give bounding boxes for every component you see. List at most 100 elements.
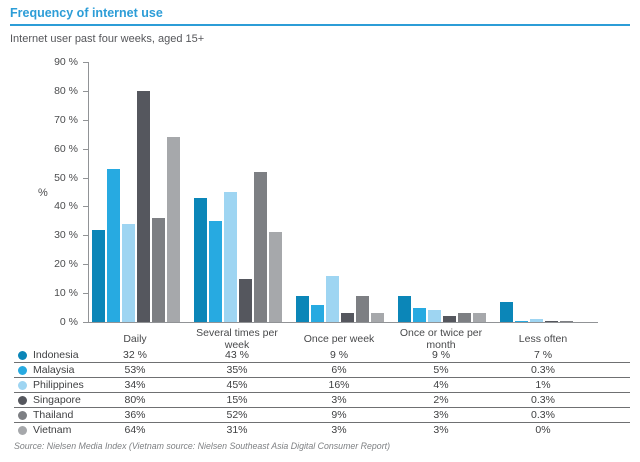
y-tick-mark-50 (83, 177, 88, 179)
value-indonesia-once-or-twice-per-month: 9 % (431, 349, 451, 361)
column-header-once-per-week: Once per week (303, 333, 375, 345)
y-tick-label-90: 90 % (54, 56, 78, 68)
value-thailand-less-often: 0.3% (531, 409, 555, 421)
legend-swatch-malaysia (18, 365, 27, 375)
value-vietnam-several-times-per-week: 31% (226, 424, 248, 436)
value-malaysia-once-or-twice-per-month: 5% (433, 364, 449, 376)
y-tick-mark-20 (83, 264, 88, 266)
country-label-philippines: Philippines (33, 379, 84, 391)
value-vietnam-daily: 64% (124, 424, 146, 436)
bar-philippines-once-per-week (326, 276, 339, 322)
bar-vietnam-daily (167, 137, 180, 322)
country-label-singapore: Singapore (33, 394, 81, 406)
bar-thailand-less-often (560, 321, 573, 322)
value-malaysia-daily: 53% (124, 364, 146, 376)
country-cell-malaysia: Malaysia (14, 364, 84, 376)
y-tick-label-30: 30 % (54, 229, 78, 242)
bar-thailand-several-times-per-week (254, 172, 267, 322)
value-singapore-daily: 80% (124, 394, 146, 406)
value-malaysia-once-per-week: 6% (331, 364, 347, 376)
country-label-thailand: Thailand (33, 409, 74, 421)
value-philippines-daily: 34% (124, 379, 146, 391)
y-tick-mark-80 (83, 90, 88, 92)
y-tick-label-80: 80 % (54, 84, 78, 97)
value-thailand-daily: 36% (124, 409, 146, 421)
bar-indonesia-several-times-per-week (194, 198, 207, 322)
bar-philippines-several-times-per-week (224, 192, 237, 322)
value-singapore-once-or-twice-per-month: 2% (433, 394, 449, 406)
value-vietnam-once-per-week: 3% (331, 424, 347, 436)
country-label-indonesia: Indonesia (33, 349, 79, 361)
bar-indonesia-once-per-week (296, 296, 309, 322)
bar-group-less-often (500, 302, 588, 322)
bar-singapore-daily (137, 91, 150, 322)
bar-philippines-less-often (530, 319, 543, 322)
country-cell-vietnam: Vietnam (14, 424, 84, 436)
table-row-thailand: Thailand 36% 52% 9% 3% 0.3% (14, 408, 630, 423)
value-philippines-several-times-per-week: 45% (226, 379, 248, 391)
legend-data-table: Daily Several times per week Once per week… (14, 327, 630, 437)
table-row-philippines: Philippines 34% 45% 16% 4% 1% (14, 378, 630, 393)
column-header-several-times-per-week: Several times per week (196, 327, 278, 351)
country-cell-philippines: Philippines (14, 379, 84, 391)
table-row-singapore: Singapore 80% 15% 3% 2% 0.3% (14, 393, 630, 408)
y-tick-mark-70 (83, 119, 88, 121)
title-rule (10, 24, 630, 26)
value-singapore-several-times-per-week: 15% (226, 394, 248, 406)
y-tick-mark-90 (83, 62, 88, 63)
page-title: Frequency of internet use (10, 6, 163, 20)
bar-group-once-per-week (296, 276, 384, 322)
bar-thailand-once-or-twice-per-month (458, 313, 471, 322)
legend-swatch-philippines (18, 380, 27, 390)
value-philippines-less-often: 1% (535, 379, 551, 391)
y-tick-label-0: 0 % (59, 316, 78, 328)
value-indonesia-once-per-week: 9 % (329, 349, 349, 361)
bar-malaysia-daily (107, 169, 120, 322)
plot-area (88, 62, 598, 323)
y-tick-mark-40 (83, 206, 88, 208)
country-cell-thailand: Thailand (14, 409, 84, 421)
y-tick-label-40: 40 % (54, 200, 78, 213)
value-malaysia-less-often: 0.3% (531, 364, 555, 376)
value-indonesia-less-often: 7 % (533, 349, 553, 361)
value-thailand-once-per-week: 9% (331, 409, 347, 421)
table-row-vietnam: Vietnam 64% 31% 3% 3% 0% (14, 423, 630, 437)
bar-malaysia-several-times-per-week (209, 221, 222, 322)
legend-swatch-indonesia (18, 350, 27, 360)
y-tick-mark-0 (83, 322, 88, 323)
bar-indonesia-once-or-twice-per-month (398, 296, 411, 322)
bar-group-once-or-twice-per-month (398, 296, 486, 322)
bar-philippines-once-or-twice-per-month (428, 310, 441, 322)
country-cell-indonesia: Indonesia (14, 349, 84, 361)
legend-swatch-vietnam (18, 425, 27, 435)
y-tick-label-20: 20 % (54, 258, 78, 271)
legend-swatch-thailand (18, 410, 27, 420)
bar-singapore-several-times-per-week (239, 279, 252, 322)
bar-singapore-once-per-week (341, 313, 354, 322)
value-malaysia-several-times-per-week: 35% (226, 364, 248, 376)
bar-group-several-times-per-week (194, 172, 282, 322)
value-indonesia-daily: 32 % (123, 349, 147, 361)
bar-malaysia-once-or-twice-per-month (413, 308, 426, 322)
country-label-malaysia: Malaysia (33, 364, 75, 376)
legend-swatch-singapore (18, 395, 27, 405)
column-header-daily: Daily (123, 333, 147, 345)
value-vietnam-less-often: 0% (535, 424, 551, 436)
bar-philippines-daily (122, 224, 135, 322)
value-singapore-less-often: 0.3% (531, 394, 555, 406)
column-header-less-often: Less often (518, 333, 568, 345)
bar-indonesia-daily (92, 230, 105, 322)
bar-thailand-daily (152, 218, 165, 322)
bar-singapore-less-often (545, 321, 558, 322)
chart-subtitle: Internet user past four weeks, aged 15+ (10, 33, 205, 45)
y-tick-label-70: 70 % (54, 113, 78, 126)
source-note: Source: Nielsen Media Index (Vietnam sou… (14, 441, 391, 451)
table-header-row: Daily Several times per week Once per week… (14, 327, 630, 351)
bar-group-daily (92, 91, 180, 322)
bar-indonesia-less-often (500, 302, 513, 322)
table-row-malaysia: Malaysia 53% 35% 6% 5% 0.3% (14, 363, 630, 378)
bar-vietnam-several-times-per-week (269, 232, 282, 322)
value-philippines-once-or-twice-per-month: 4% (433, 379, 449, 391)
country-label-vietnam: Vietnam (33, 424, 72, 436)
